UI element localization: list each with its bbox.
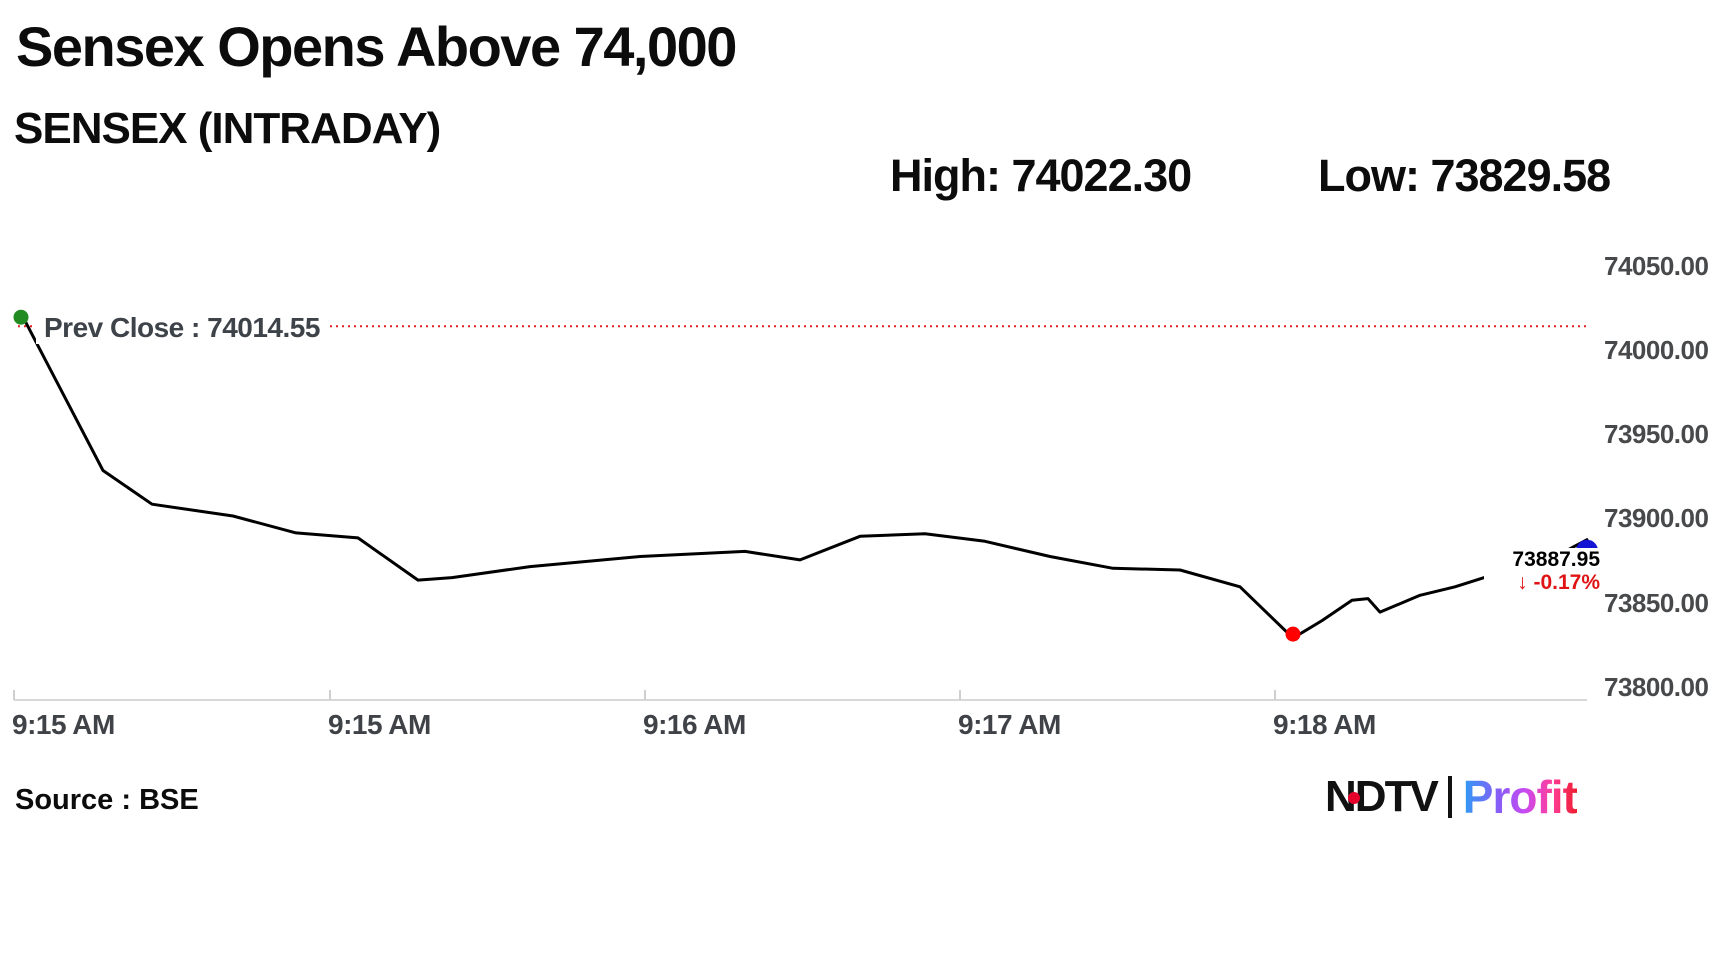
low-value-label: Low: 73829.58 xyxy=(1318,150,1611,201)
x-axis-label: 9:18 AM xyxy=(1273,709,1376,740)
profit-wordmark: Profit xyxy=(1462,771,1578,823)
y-axis-label: 73800.00 xyxy=(1604,672,1709,702)
source-attribution: Source : BSE xyxy=(15,784,199,816)
page-title: Sensex Opens Above 74,000 xyxy=(16,15,737,78)
last-marker-semicircle xyxy=(1576,539,1598,551)
x-axis-label: 9:16 AM xyxy=(643,709,746,740)
ndtv-wordmark: ND TV xyxy=(1325,772,1439,821)
price-line xyxy=(19,311,1589,640)
high-marker-dot xyxy=(13,309,29,325)
ndtv-profit-logo: ND TV Profit xyxy=(1325,771,1578,823)
high-value-label: High: 74022.30 xyxy=(890,150,1192,201)
last-value-callout: 73887.95 ↓ -0.17% xyxy=(1484,548,1600,595)
y-axis-label: 73950.00 xyxy=(1604,419,1709,450)
last-price-label: 73887.95 xyxy=(1512,548,1600,571)
prev-close-annotation: Prev Close : 74014.55 xyxy=(36,312,328,344)
x-axis-label: 9:15 AM xyxy=(12,709,115,740)
change-percent-label: ↓ -0.17% xyxy=(1517,571,1600,595)
x-axis-label: 9:17 AM xyxy=(958,709,1061,740)
x-axis-label: 9:15 AM xyxy=(328,709,431,740)
y-axis-label: 74050.00 xyxy=(1604,250,1709,281)
y-axis-label: 74000.00 xyxy=(1604,334,1709,365)
ndtv-red-dot-icon xyxy=(1347,791,1360,804)
chart-subtitle: SENSEX (INTRADAY) xyxy=(14,104,441,153)
y-axis-label: 73850.00 xyxy=(1604,587,1709,618)
y-axis-label: 73900.00 xyxy=(1604,503,1709,534)
logo-divider-bar xyxy=(1447,776,1452,818)
low-marker-dot xyxy=(1285,626,1301,642)
